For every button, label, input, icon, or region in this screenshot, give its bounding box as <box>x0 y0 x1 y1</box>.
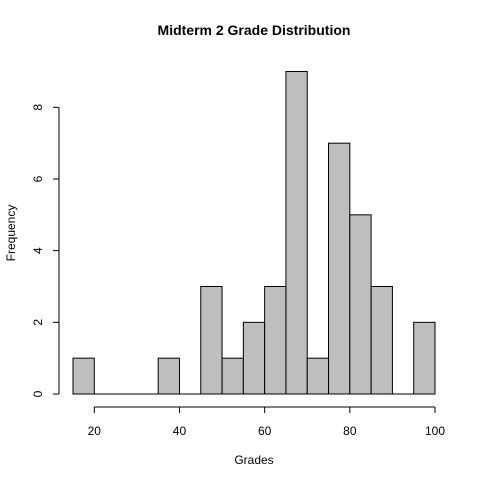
histogram-bar <box>157 357 180 395</box>
histogram-bar <box>221 357 244 395</box>
x-tick-label: 60 <box>258 424 272 438</box>
histogram-bar <box>413 321 436 395</box>
y-axis: 0 2 4 6 8 <box>31 104 60 397</box>
histogram-bar <box>200 286 223 395</box>
y-tick-label: 0 <box>31 390 45 397</box>
x-tick-label: 20 <box>88 424 102 438</box>
x-tick-label: 80 <box>343 424 357 438</box>
histogram-bar <box>264 286 287 395</box>
x-tick-label: 100 <box>425 424 445 438</box>
histogram-bar <box>72 357 95 395</box>
y-tick-label: 4 <box>31 247 45 254</box>
x-axis: 20 40 60 80 100 <box>88 406 445 438</box>
x-axis-label: Grades <box>234 453 273 467</box>
histogram-bar <box>370 286 393 395</box>
y-tick-label: 6 <box>31 175 45 182</box>
bars-group <box>72 71 436 395</box>
histogram-bar <box>306 357 330 395</box>
chart-title: Midterm 2 Grade Distribution <box>158 22 351 38</box>
y-tick-label: 2 <box>31 319 45 326</box>
x-tick-label: 40 <box>173 424 187 438</box>
histogram-bar <box>349 214 372 395</box>
histogram-bar <box>328 142 351 395</box>
y-tick-label: 8 <box>31 104 45 111</box>
histogram-bar <box>242 321 266 395</box>
y-axis-label: Frequency <box>4 205 18 262</box>
histogram-bar <box>285 71 308 395</box>
